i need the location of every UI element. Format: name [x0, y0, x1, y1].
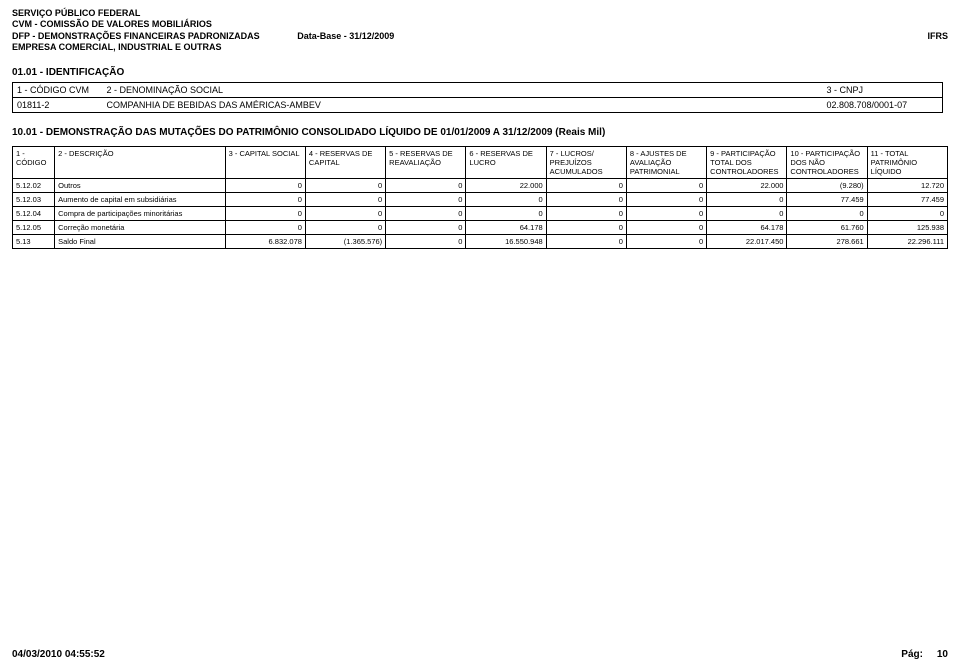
- header-row3: DFP - DEMONSTRAÇÕES FINANCEIRAS PADRONIZ…: [12, 31, 948, 42]
- section-identificacao: 01.01 - IDENTIFICAÇÃO: [0, 53, 960, 82]
- table-row: 5.12.03 Aumento de capital em subsidiári…: [13, 193, 948, 207]
- cell-v11: 12.720: [867, 179, 947, 193]
- cell-v5: 0: [386, 235, 466, 249]
- cell-v4: (1.365.576): [305, 235, 385, 249]
- header-line3: DFP - DEMONSTRAÇÕES FINANCEIRAS PADRONIZ…: [12, 31, 260, 41]
- id-col2-label: 2 - DENOMINAÇÃO SOCIAL: [103, 83, 823, 98]
- cell-desc: Correção monetária: [55, 221, 226, 235]
- cell-v4: 0: [305, 221, 385, 235]
- cell-v3: 0: [225, 179, 305, 193]
- cell-code: 5.12.04: [13, 207, 55, 221]
- id-col1-value: 01811-2: [13, 98, 103, 113]
- table-row: 5.12.04 Compra de participações minoritá…: [13, 207, 948, 221]
- data-base: Data-Base - 31/12/2009: [297, 31, 394, 41]
- cell-v5: 0: [386, 179, 466, 193]
- cell-v6: 0: [466, 193, 546, 207]
- cell-v11: 125.938: [867, 221, 947, 235]
- cell-v7: 0: [546, 179, 626, 193]
- col-reservas-lucro: 6 - RESERVAS DE LUCRO: [466, 147, 546, 179]
- cell-desc: Outros: [55, 179, 226, 193]
- cell-v3: 0: [225, 207, 305, 221]
- cell-v10: 61.760: [787, 221, 867, 235]
- cell-v3: 0: [225, 221, 305, 235]
- cell-v4: 0: [305, 179, 385, 193]
- mutations-table: 1 - CÓDIGO 2 - DESCRIÇÃO 3 - CAPITAL SOC…: [12, 146, 948, 249]
- cell-v4: 0: [305, 207, 385, 221]
- cell-code: 5.13: [13, 235, 55, 249]
- cell-v6: 0: [466, 207, 546, 221]
- id-col1-label: 1 - CÓDIGO CVM: [13, 83, 103, 98]
- cell-v9: 0: [707, 207, 787, 221]
- col-reservas-reavaliacao: 5 - RESERVAS DE REAVALIAÇÃO: [386, 147, 466, 179]
- cell-v9: 22.017.450: [707, 235, 787, 249]
- cell-v7: 0: [546, 221, 626, 235]
- cell-v3: 0: [225, 193, 305, 207]
- ifrs-label: IFRS: [927, 31, 948, 42]
- header-line2: CVM - COMISSÃO DE VALORES MOBILIÁRIOS: [12, 19, 948, 30]
- cell-v4: 0: [305, 193, 385, 207]
- col-total-pl: 11 - TOTAL PATRIMÔNIO LÍQUIDO: [867, 147, 947, 179]
- cell-v9: 0: [707, 193, 787, 207]
- cell-v7: 0: [546, 193, 626, 207]
- page-footer: 04/03/2010 04:55:52 Pág: 10: [12, 649, 948, 660]
- cell-v10: (9.280): [787, 179, 867, 193]
- header-line1: SERVIÇO PÚBLICO FEDERAL: [12, 8, 948, 19]
- cell-v8: 0: [626, 221, 706, 235]
- cell-v10: 0: [787, 207, 867, 221]
- col-part-controladores: 9 - PARTICIPAÇÃO TOTAL DOS CONTROLADORES: [707, 147, 787, 179]
- col-descricao: 2 - DESCRIÇÃO: [55, 147, 226, 179]
- subtitle-mutations: 10.01 - DEMONSTRAÇÃO DAS MUTAÇÕES DO PAT…: [0, 113, 960, 142]
- col-capital-social: 3 - CAPITAL SOCIAL: [225, 147, 305, 179]
- cell-code: 5.12.03: [13, 193, 55, 207]
- table-row: 5.12.05 Correção monetária 0 0 0 64.178 …: [13, 221, 948, 235]
- cell-code: 5.12.02: [13, 179, 55, 193]
- footer-page-label: Pág:: [901, 649, 923, 660]
- cell-v10: 77.459: [787, 193, 867, 207]
- cell-desc: Compra de participações minoritárias: [55, 207, 226, 221]
- cell-v8: 0: [626, 207, 706, 221]
- col-codigo: 1 - CÓDIGO: [13, 147, 55, 179]
- cell-desc: Saldo Final: [55, 235, 226, 249]
- cell-v8: 0: [626, 235, 706, 249]
- cell-code: 5.12.05: [13, 221, 55, 235]
- cell-v7: 0: [546, 235, 626, 249]
- table-row: 5.13 Saldo Final 6.832.078 (1.365.576) 0…: [13, 235, 948, 249]
- cell-v11: 22.296.111: [867, 235, 947, 249]
- id-col3-value: 02.808.708/0001-07: [823, 98, 943, 113]
- col-part-nao-controladores: 10 - PARTICIPAÇÃO DOS NÃO CONTROLADORES: [787, 147, 867, 179]
- cell-v7: 0: [546, 207, 626, 221]
- cell-v9: 22.000: [707, 179, 787, 193]
- cell-v11: 77.459: [867, 193, 947, 207]
- cell-v5: 0: [386, 221, 466, 235]
- cell-v6: 64.178: [466, 221, 546, 235]
- col-reservas-capital: 4 - RESERVAS DE CAPITAL: [305, 147, 385, 179]
- header-line4: EMPRESA COMERCIAL, INDUSTRIAL E OUTRAS: [12, 42, 948, 53]
- id-col3-label: 3 - CNPJ: [823, 83, 943, 98]
- identification-table: 1 - CÓDIGO CVM 2 - DENOMINAÇÃO SOCIAL 3 …: [12, 82, 943, 113]
- footer-timestamp: 04/03/2010 04:55:52: [12, 649, 105, 660]
- table-header-row: 1 - CÓDIGO 2 - DESCRIÇÃO 3 - CAPITAL SOC…: [13, 147, 948, 179]
- table-row: 5.12.02 Outros 0 0 0 22.000 0 0 22.000 (…: [13, 179, 948, 193]
- cell-v10: 278.661: [787, 235, 867, 249]
- cell-v3: 6.832.078: [225, 235, 305, 249]
- cell-v9: 64.178: [707, 221, 787, 235]
- cell-v6: 22.000: [466, 179, 546, 193]
- cell-v5: 0: [386, 207, 466, 221]
- cell-v5: 0: [386, 193, 466, 207]
- id-col2-value: COMPANHIA DE BEBIDAS DAS AMÉRICAS-AMBEV: [103, 98, 823, 113]
- col-lucros-prejuizos: 7 - LUCROS/ PREJUÍZOS ACUMULADOS: [546, 147, 626, 179]
- footer-page-number: 10: [937, 649, 948, 660]
- col-ajustes: 8 - AJUSTES DE AVALIAÇÃO PATRIMONIAL: [626, 147, 706, 179]
- cell-v8: 0: [626, 179, 706, 193]
- cell-v6: 16.550.948: [466, 235, 546, 249]
- cell-desc: Aumento de capital em subsidiárias: [55, 193, 226, 207]
- cell-v8: 0: [626, 193, 706, 207]
- cell-v11: 0: [867, 207, 947, 221]
